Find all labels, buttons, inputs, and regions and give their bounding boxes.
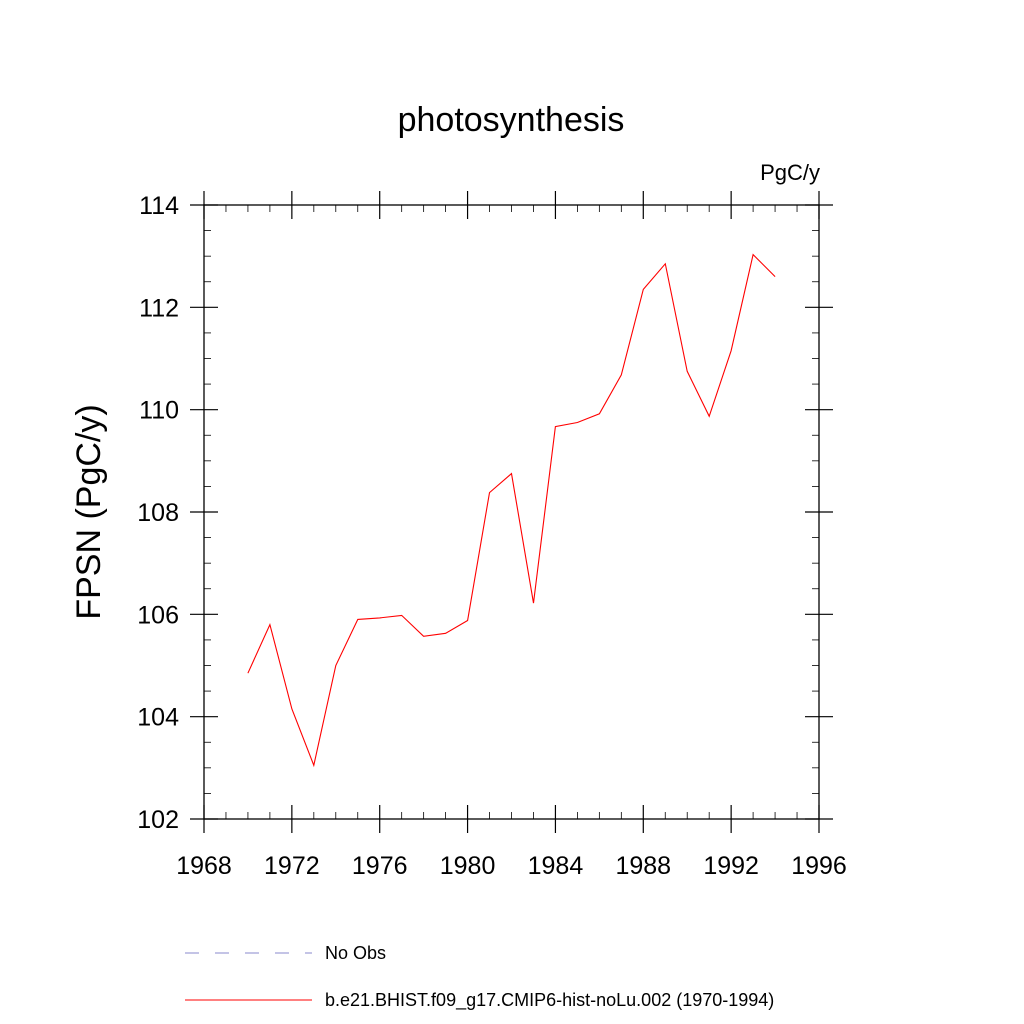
- axis-ticks: [190, 191, 833, 833]
- y-tick-label: 110: [139, 397, 179, 425]
- x-tick-label: 1988: [615, 852, 671, 880]
- y-tick-label: 106: [137, 601, 179, 629]
- legend-label-no-obs: No Obs: [325, 943, 386, 963]
- plot-frame: [203, 204, 820, 820]
- x-tick-label: 1992: [703, 852, 759, 880]
- x-tick-label: 1968: [176, 852, 232, 880]
- axis-tick-labels: 1968 1972 1976 1980 1984 1988 1992 1996 102 104 10…: [137, 192, 847, 880]
- x-tick-label: 1976: [352, 852, 408, 880]
- legend-label-model: b.e21.BHIST.f09_g17.CMIP6-hist-noLu.002 …: [325, 990, 774, 1011]
- x-tick-label: 1972: [264, 852, 320, 880]
- series-line: [247, 253, 776, 768]
- legend: No Obs b.e21.BHIST.f09_g17.CMIP6-hist-no…: [185, 943, 774, 1011]
- x-tick-label: 1980: [440, 852, 496, 880]
- x-tick-label: 1984: [528, 852, 584, 880]
- chart-title: photosynthesis: [398, 101, 625, 139]
- y-axis-label: FPSN (PgC/y): [70, 404, 108, 619]
- y-tick-label: 104: [137, 704, 179, 732]
- y-tick-label: 108: [137, 499, 179, 527]
- y-tick-label: 114: [139, 192, 179, 220]
- series-lines: [247, 253, 776, 768]
- units-label: PgC/y: [760, 160, 820, 185]
- x-tick-label: 1996: [791, 852, 847, 880]
- y-tick-label: 112: [139, 294, 179, 322]
- y-tick-label: 102: [137, 806, 179, 834]
